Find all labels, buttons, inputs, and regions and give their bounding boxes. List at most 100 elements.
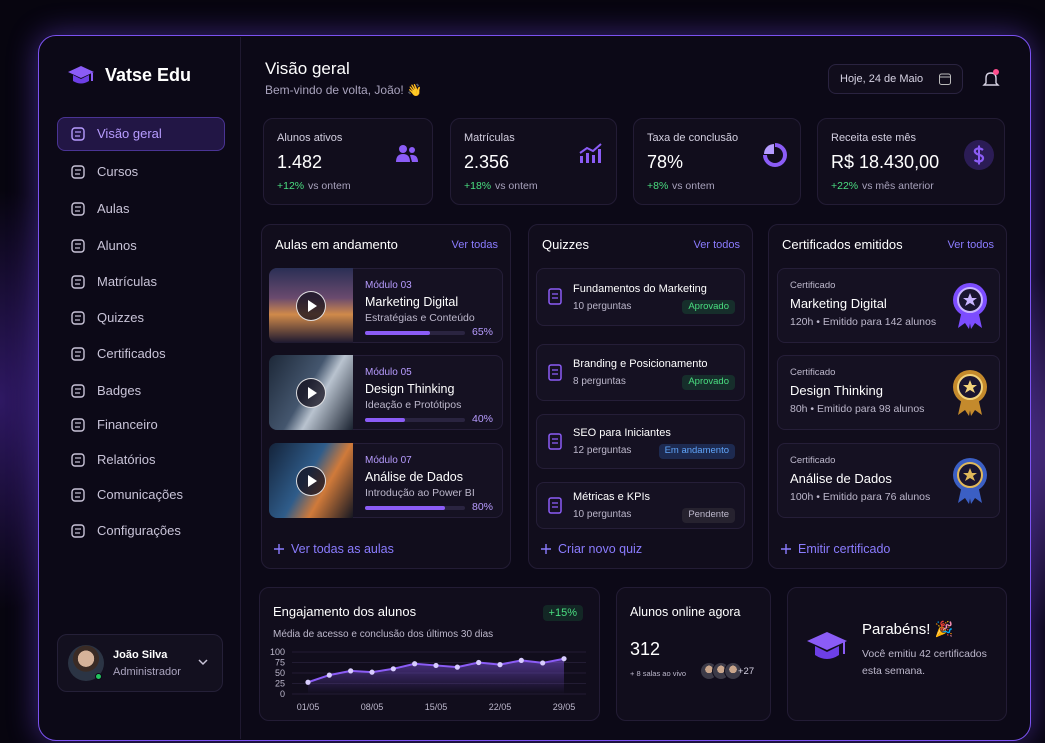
stat-icon [763,143,787,167]
nav-icon [71,275,85,289]
quiz-title: SEO para Iniciantes [573,427,671,440]
nav-item[interactable]: Matrículas [97,273,157,289]
online-note: + 8 salas ao vivo [630,669,687,679]
quiz-title: Fundamentos do Marketing [573,282,707,295]
icon-shape [71,311,85,325]
plus-icon [274,544,284,554]
panel-title: Certificados emitidos [782,236,903,252]
icon-shape [399,145,407,153]
icon-shape [598,149,601,163]
icon-shape [963,468,977,481]
nav-item[interactable]: Quizzes [97,309,144,325]
play-icon [308,475,317,487]
quiz-icon [548,363,562,381]
nav-icon [71,127,85,141]
stat-note: vs ontem [308,180,351,193]
quiz-icon [548,432,562,450]
certificate-title: Análise de Dados [790,470,892,486]
user-role: Administrador [113,665,181,678]
chart-card [259,587,600,721]
icon-shape [548,363,562,381]
quiz-status: Aprovado [682,375,735,390]
stat-label: Alunos ativos [277,131,343,144]
nav-item[interactable]: Visão geral [97,125,162,141]
icon-shape [73,75,89,84]
congrats-text: Você emitiu 42 certificados esta semana. [862,648,987,677]
nav-item[interactable]: Configurações [97,522,181,538]
page-subtitle: Bem-vindo de volta, João! 👋 [265,83,423,98]
nav-item[interactable]: Badges [97,382,142,398]
icon-shape [71,347,85,361]
panel-footer-link[interactable]: Emitir certificado [798,541,891,556]
stat-label: Receita este mês [831,131,916,144]
stat-icon [396,145,418,162]
stat-note: vs mês anterior [862,180,934,193]
icon-shape [71,524,85,538]
sidebar-divider [240,37,241,739]
panel-footer-link[interactable]: Ver todas as aulas [291,541,394,556]
panel-link[interactable]: Ver todos [693,238,740,251]
nav-icon [71,418,85,432]
stat-icon [964,140,994,170]
nav-item[interactable]: Cursos [97,163,139,179]
quiz-title: Branding e Posicionamento [573,358,708,371]
progress-bar [365,331,430,335]
icon-shape [308,475,317,487]
icon-shape [764,144,774,154]
nav-icon [71,202,85,216]
nav-item[interactable]: Alunos [97,237,137,253]
panel-link[interactable]: Ver todos [947,238,994,251]
quiz-count: 10 perguntas [573,509,632,520]
panel-title: Quizzes [542,236,589,252]
user-name: João Silva [113,648,168,661]
icon-shape [939,73,951,85]
nav-icon [71,239,85,253]
quiz-status: Aprovado [682,299,735,315]
icon-shape [71,453,85,467]
icon-shape [71,127,85,141]
calendar-icon [939,73,951,85]
stat-card [633,118,801,205]
nav-item[interactable]: Comunicações [97,486,183,502]
icon-shape [963,380,977,393]
congrats-card [787,587,1007,721]
icon-shape [993,69,999,75]
nav-item[interactable]: Financeiro [97,416,158,432]
page-title: Visão geral [265,58,350,78]
nav-item[interactable]: Aulas [97,200,130,216]
panel-link[interactable]: Ver todas [451,238,498,251]
nav-item[interactable]: Certificados [97,345,166,361]
stat-note: vs ontem [495,180,538,193]
quiz-icon [548,496,562,514]
certificate-details: 80h • Emitido para 98 alunos [790,403,925,416]
panel-title: Aulas em andamento [275,236,398,252]
lesson-module: Módulo 03 [365,279,412,291]
stat-value: 78% [647,152,684,173]
icon-shape [580,156,583,163]
progress-bar [365,418,405,422]
icon-shape [807,632,847,650]
icon-shape [308,300,317,312]
icon-shape [409,147,415,153]
icon-shape [815,646,839,659]
online-title: Alunos online agora [630,604,741,619]
progress-label: 65% [471,326,493,339]
nav-item[interactable]: Relatórios [97,451,156,467]
icon-shape [308,387,317,399]
brand-logo [68,66,94,84]
nav-icon [71,347,85,361]
quiz-item [536,414,745,469]
online-more: +27 [738,665,755,677]
panel-footer-link[interactable]: Criar novo quiz [558,541,643,556]
certificate-title: Design Thinking [790,382,883,398]
plus-icon [541,544,551,554]
online-avatar [724,662,742,680]
stat-value: 2.356 [464,152,510,173]
progress-label: 40% [471,413,493,426]
quiz-status: Em andamento [658,444,735,459]
icon-shape [71,418,85,432]
icon-shape [592,155,595,163]
icon-shape [396,154,410,162]
congrats-icon [807,632,847,659]
icon-shape [541,544,551,554]
